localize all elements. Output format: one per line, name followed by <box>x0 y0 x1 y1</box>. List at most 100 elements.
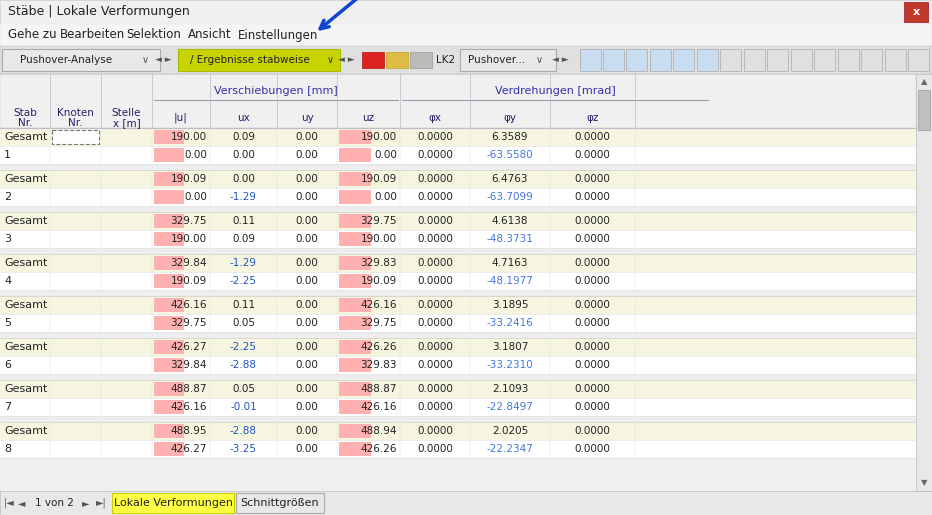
Bar <box>0 248 916 254</box>
Bar <box>0 188 916 206</box>
Text: 190.00: 190.00 <box>171 234 207 244</box>
Bar <box>52 130 99 144</box>
Bar <box>460 49 556 71</box>
Text: 0.0000: 0.0000 <box>417 276 453 286</box>
Text: -48.1977: -48.1977 <box>487 276 533 286</box>
Text: 0.00: 0.00 <box>295 444 319 454</box>
Text: ▲: ▲ <box>921 77 927 87</box>
Text: 4.6138: 4.6138 <box>492 216 528 226</box>
Text: 2.0205: 2.0205 <box>492 426 528 436</box>
Text: 0.00: 0.00 <box>295 150 319 160</box>
Bar <box>154 382 184 396</box>
Bar <box>0 272 916 290</box>
Text: 0.0000: 0.0000 <box>574 258 610 268</box>
Text: Gesamt: Gesamt <box>4 216 48 226</box>
Text: 0.00: 0.00 <box>295 360 319 370</box>
Text: |◄: |◄ <box>4 498 15 508</box>
Bar <box>0 254 916 272</box>
Text: 0.00: 0.00 <box>295 132 319 142</box>
Text: -2.25: -2.25 <box>230 276 257 286</box>
Text: 0.00: 0.00 <box>295 318 319 328</box>
Text: 0.00: 0.00 <box>295 234 319 244</box>
Text: 0.00: 0.00 <box>295 342 319 352</box>
Bar <box>904 2 928 22</box>
Text: Gesamt: Gesamt <box>4 426 48 436</box>
Bar <box>339 190 372 204</box>
Text: 0.0000: 0.0000 <box>574 444 610 454</box>
Text: 2.1093: 2.1093 <box>492 384 528 394</box>
Text: -2.88: -2.88 <box>230 426 257 436</box>
Bar <box>154 442 184 456</box>
Bar <box>386 52 408 68</box>
Text: 0.0000: 0.0000 <box>574 192 610 202</box>
Bar <box>0 0 932 24</box>
Bar <box>154 256 184 270</box>
Text: 0.0000: 0.0000 <box>574 318 610 328</box>
Text: Nr.: Nr. <box>68 118 83 128</box>
Bar <box>154 172 184 186</box>
Bar <box>0 422 916 440</box>
Bar <box>0 24 932 46</box>
Bar <box>154 424 184 438</box>
Text: -63.5580: -63.5580 <box>487 150 533 160</box>
Text: 0.05: 0.05 <box>232 384 255 394</box>
Bar <box>236 493 324 513</box>
Text: Gesamt: Gesamt <box>4 384 48 394</box>
Text: 6: 6 <box>4 360 11 370</box>
Bar <box>580 49 601 71</box>
Bar <box>362 52 384 68</box>
Text: 329.83: 329.83 <box>361 258 397 268</box>
Text: 0.0000: 0.0000 <box>574 174 610 184</box>
Bar <box>0 356 916 374</box>
Bar <box>154 274 184 288</box>
Text: ◄ ►: ◄ ► <box>552 56 569 64</box>
Text: 0.0000: 0.0000 <box>417 216 453 226</box>
Text: 7: 7 <box>4 402 11 412</box>
Bar <box>154 190 184 204</box>
Text: Verschiebungen [mm]: Verschiebungen [mm] <box>214 86 338 96</box>
Bar <box>339 358 372 372</box>
Bar <box>2 49 160 71</box>
Text: 329.75: 329.75 <box>171 318 207 328</box>
Text: 0.00: 0.00 <box>295 192 319 202</box>
Text: 488.87: 488.87 <box>361 384 397 394</box>
Text: 0.00: 0.00 <box>185 192 207 202</box>
Text: 0.0000: 0.0000 <box>417 318 453 328</box>
Text: -1.29: -1.29 <box>230 258 257 268</box>
Text: 0.0000: 0.0000 <box>417 174 453 184</box>
Bar <box>814 49 835 71</box>
Text: 329.75: 329.75 <box>361 318 397 328</box>
Bar <box>0 491 932 515</box>
Text: Lokale Verformungen: Lokale Verformungen <box>114 498 232 508</box>
Text: 0.0000: 0.0000 <box>574 216 610 226</box>
Text: Verdrehungen [mrad]: Verdrehungen [mrad] <box>495 86 615 96</box>
Text: 190.09: 190.09 <box>171 276 207 286</box>
Text: 488.94: 488.94 <box>361 426 397 436</box>
Bar <box>154 232 184 246</box>
Bar <box>339 274 372 288</box>
Text: 0.00: 0.00 <box>295 276 319 286</box>
Text: Pushover...: Pushover... <box>468 55 526 65</box>
Text: 0.0000: 0.0000 <box>417 192 453 202</box>
Text: ∨: ∨ <box>536 55 543 65</box>
Bar <box>908 49 929 71</box>
Bar <box>650 49 671 71</box>
Text: 0.0000: 0.0000 <box>574 150 610 160</box>
Text: -48.3731: -48.3731 <box>487 234 533 244</box>
Bar <box>0 206 916 212</box>
Bar <box>339 148 372 162</box>
Text: 0.09: 0.09 <box>232 132 255 142</box>
Text: 190.00: 190.00 <box>171 132 207 142</box>
Text: 0.0000: 0.0000 <box>417 300 453 310</box>
Text: Stab: Stab <box>13 108 37 118</box>
Text: 0.0000: 0.0000 <box>574 402 610 412</box>
Bar <box>838 49 859 71</box>
Text: x: x <box>912 7 920 17</box>
Bar <box>339 130 372 144</box>
Bar <box>767 49 788 71</box>
Text: 426.16: 426.16 <box>361 402 397 412</box>
Text: LK2: LK2 <box>436 55 455 65</box>
Bar <box>339 424 372 438</box>
Bar <box>154 214 184 228</box>
Bar <box>0 230 916 248</box>
